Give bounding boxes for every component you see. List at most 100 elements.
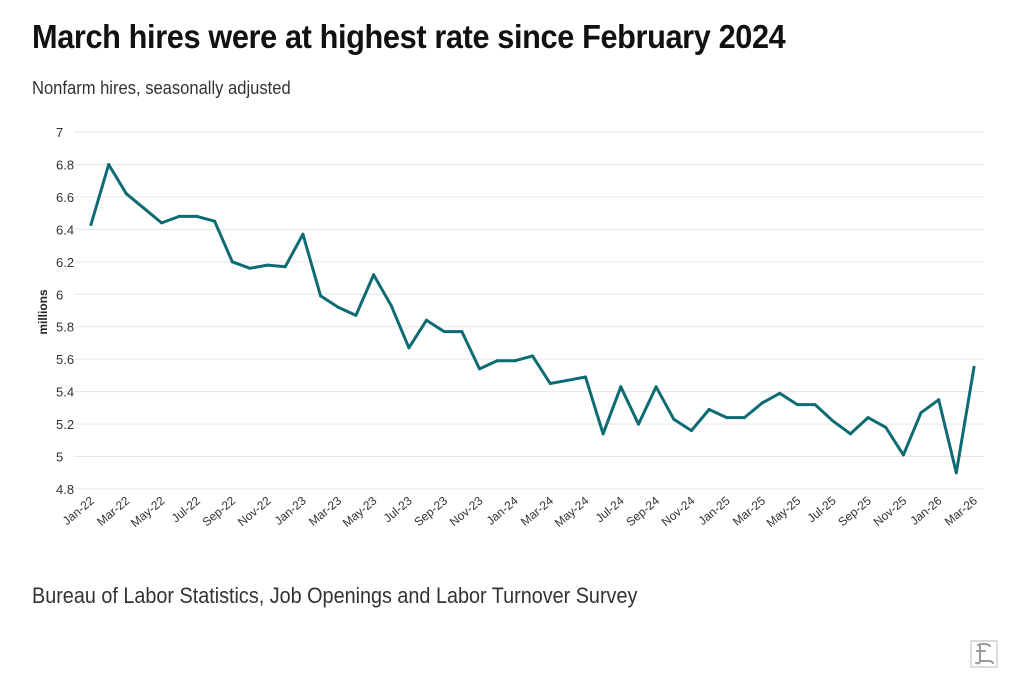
x-tick-label: Jul-22 <box>169 493 203 525</box>
data-point <box>336 305 340 309</box>
y-tick-label: 5.2 <box>56 417 74 432</box>
source-note: Bureau of Labor Statistics, Job Openings… <box>32 583 638 608</box>
x-tick-label: May-25 <box>764 493 804 530</box>
x-tick-label: Jan-23 <box>272 493 309 528</box>
data-point <box>301 232 305 236</box>
data-point <box>195 214 199 218</box>
y-tick-label: 5 <box>56 450 63 465</box>
newspaper-logo-icon <box>970 640 998 668</box>
data-point <box>760 401 764 405</box>
data-point <box>107 162 111 166</box>
y-tick-label: 6 <box>56 287 63 302</box>
data-point <box>654 385 658 389</box>
y-tick-label: 6.6 <box>56 190 74 205</box>
data-point <box>689 429 693 433</box>
x-tick-label: Mar-23 <box>306 493 344 528</box>
data-point <box>831 419 835 423</box>
data-point <box>901 453 905 457</box>
data-point <box>442 330 446 334</box>
data-point <box>389 304 393 308</box>
data-point <box>725 416 729 420</box>
x-tick-label: Mar-25 <box>730 493 768 528</box>
data-point <box>407 346 411 350</box>
y-tick-label: 7 <box>56 125 63 140</box>
line-chart: 4.855.25.45.65.866.26.46.66.87 millions … <box>36 125 984 530</box>
x-tick-label: Jan-24 <box>484 493 521 528</box>
x-tick-label: Sep-25 <box>835 493 874 529</box>
data-point <box>601 432 605 436</box>
data-point <box>707 407 711 411</box>
data-points <box>89 162 976 475</box>
data-point <box>848 432 852 436</box>
data-point <box>531 354 534 358</box>
data-point <box>478 367 482 371</box>
data-point <box>425 318 429 322</box>
x-tick-label: Mar-26 <box>942 493 980 528</box>
data-point <box>372 273 376 277</box>
data-point <box>954 471 958 475</box>
x-tick-label: Sep-23 <box>411 493 450 529</box>
x-tick-label: Jan-22 <box>60 493 97 528</box>
data-point <box>319 294 323 298</box>
data-point <box>354 313 358 317</box>
data-point <box>937 398 941 402</box>
data-point <box>513 359 517 363</box>
data-point <box>495 359 499 363</box>
data-point <box>124 192 128 196</box>
x-tick-label: May-23 <box>340 493 380 530</box>
x-tick-label: Nov-25 <box>871 493 910 529</box>
x-tick-label: Nov-24 <box>659 493 698 529</box>
y-tick-label: 6.8 <box>56 157 74 172</box>
data-point <box>266 263 270 267</box>
x-tick-label: May-24 <box>552 493 592 530</box>
data-point <box>778 391 782 395</box>
data-point <box>248 266 252 270</box>
y-tick-label: 5.6 <box>56 352 74 367</box>
data-point <box>160 221 164 225</box>
data-point <box>636 422 640 426</box>
x-tick-label: Jul-25 <box>805 493 839 525</box>
series-line <box>89 163 976 475</box>
x-tick-label: Mar-24 <box>518 493 556 528</box>
data-point <box>884 425 888 429</box>
data-point <box>866 416 870 420</box>
x-tick-label: Jan-26 <box>907 493 944 528</box>
data-point <box>583 375 587 379</box>
data-point <box>89 222 93 226</box>
x-tick-label: Jan-25 <box>696 493 733 528</box>
x-tick-label: Jul-24 <box>593 493 627 525</box>
y-tick-label: 6.2 <box>56 255 74 270</box>
x-tick-label: May-22 <box>128 493 168 530</box>
data-point <box>919 411 923 415</box>
data-point <box>672 417 676 421</box>
x-tick-label: Mar-22 <box>94 493 132 528</box>
x-tick-label: Sep-24 <box>623 493 662 529</box>
data-point <box>742 416 746 420</box>
x-tick-label: Nov-22 <box>235 493 274 529</box>
y-tick-label: 6.4 <box>56 222 74 237</box>
data-point <box>283 265 287 269</box>
data-point <box>566 378 570 382</box>
data-point <box>213 219 217 223</box>
y-axis-ticks: 4.8 5 5.2 5.4 5.6 5.8 6 6.2 6.4 6.6 6.8 7 <box>56 125 74 497</box>
data-point <box>177 214 181 218</box>
y-tick-label: 5.8 <box>56 320 74 335</box>
data-point <box>460 330 464 334</box>
chart-title: March hires were at highest rate since F… <box>32 18 786 55</box>
chart-subtitle: Nonfarm hires, seasonally adjusted <box>32 78 291 98</box>
x-tick-label: Nov-23 <box>447 493 486 529</box>
data-point <box>813 403 817 407</box>
y-tick-label: 5.4 <box>56 385 74 400</box>
x-tick-label: Sep-22 <box>200 493 239 529</box>
data-point <box>972 365 976 369</box>
gridlines <box>74 131 984 490</box>
data-point <box>142 206 146 210</box>
y-tick-label: 4.8 <box>56 482 74 497</box>
data-point <box>230 260 234 264</box>
x-tick-label: Jul-23 <box>381 493 415 525</box>
data-point <box>795 403 799 407</box>
data-point <box>548 382 552 386</box>
y-axis-label: millions <box>36 289 50 335</box>
data-point <box>619 385 623 389</box>
